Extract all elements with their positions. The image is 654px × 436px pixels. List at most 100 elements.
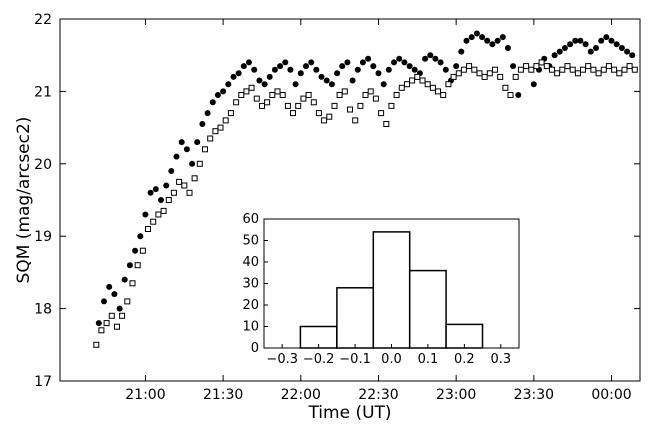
dark-sqm-point xyxy=(391,59,397,66)
dark-sqm-point xyxy=(256,77,263,84)
x-tick-label: 21:00 xyxy=(125,387,165,403)
light-sqm-point xyxy=(512,73,519,80)
light-sqm-point xyxy=(450,73,457,80)
x-tick-label: 21:30 xyxy=(203,387,243,403)
light-sqm-point xyxy=(517,66,524,73)
light-sqm-point xyxy=(331,102,338,109)
inset-axis-ticks xyxy=(264,218,502,349)
histogram-bar xyxy=(408,269,447,349)
dark-sqm-point xyxy=(334,70,341,77)
dark-sqm-point xyxy=(494,37,501,44)
dark-sqm-point xyxy=(308,59,315,66)
dark-sqm-point xyxy=(111,291,118,298)
light-sqm-point xyxy=(455,70,462,77)
light-sqm-point xyxy=(129,280,136,287)
dark-sqm-point xyxy=(510,63,517,70)
light-sqm-point xyxy=(616,70,623,77)
light-sqm-point xyxy=(114,323,120,330)
main-data-marks xyxy=(93,30,638,348)
dark-sqm-point xyxy=(380,81,387,88)
light-sqm-point xyxy=(341,88,348,95)
dark-sqm-point xyxy=(587,48,594,55)
inset-histogram-bars xyxy=(299,231,484,349)
light-sqm-point xyxy=(549,66,555,73)
dark-sqm-point xyxy=(339,63,346,70)
dark-sqm-point xyxy=(271,66,278,73)
dark-sqm-point xyxy=(582,41,589,48)
dark-sqm-point xyxy=(375,70,382,77)
y-tick-label: 22 xyxy=(34,12,52,28)
dark-sqm-point xyxy=(220,88,227,95)
dark-sqm-point xyxy=(349,77,356,84)
light-sqm-point xyxy=(409,77,416,84)
light-sqm-point xyxy=(538,59,545,66)
dark-sqm-point xyxy=(297,70,304,77)
dark-sqm-point xyxy=(95,320,102,327)
dark-sqm-point xyxy=(101,298,107,305)
light-sqm-point xyxy=(269,92,276,98)
light-sqm-point xyxy=(243,88,250,95)
x-axis-label: Time (UT) xyxy=(307,403,391,423)
light-sqm-point xyxy=(165,197,172,203)
light-sqm-point xyxy=(600,66,607,73)
light-sqm-point xyxy=(466,63,473,70)
light-sqm-point xyxy=(347,106,353,113)
dark-sqm-point xyxy=(116,305,123,312)
light-sqm-point xyxy=(352,117,359,124)
dark-sqm-point xyxy=(479,34,486,41)
dark-sqm-point xyxy=(396,55,403,62)
light-sqm-point xyxy=(170,189,177,196)
dark-sqm-point xyxy=(624,48,631,55)
light-sqm-point xyxy=(227,110,234,117)
dark-sqm-point xyxy=(406,63,413,70)
light-sqm-point xyxy=(383,121,390,127)
dark-sqm-point xyxy=(411,66,418,73)
light-sqm-point xyxy=(300,95,307,102)
dark-sqm-point xyxy=(370,63,377,70)
dark-sqm-point xyxy=(551,52,558,59)
y-tick-label: 18 xyxy=(34,302,52,318)
dark-sqm-point xyxy=(318,73,325,80)
light-sqm-point xyxy=(445,81,452,88)
dark-sqm-point xyxy=(473,30,480,37)
light-sqm-point xyxy=(440,92,447,98)
dark-sqm-point xyxy=(147,189,154,196)
light-sqm-point xyxy=(574,70,581,77)
light-sqm-point xyxy=(93,341,100,348)
light-sqm-point xyxy=(362,92,369,98)
dark-sqm-point xyxy=(225,81,232,88)
inset-tick-labels: −0.3 −0.2 −0.1 0.0 0.1 0.2 0.3 0 10 20 30 40 50 60 xyxy=(242,212,511,367)
dark-sqm-point xyxy=(230,73,237,80)
light-sqm-point xyxy=(486,70,493,77)
dark-sqm-point xyxy=(158,197,164,203)
light-sqm-point xyxy=(523,63,530,70)
light-sqm-point xyxy=(528,66,535,73)
light-sqm-point xyxy=(181,182,188,189)
light-sqm-point xyxy=(492,66,498,73)
light-sqm-point xyxy=(160,207,167,214)
light-sqm-point xyxy=(134,262,141,269)
light-sqm-point xyxy=(119,312,126,319)
y-tick-label: 19 xyxy=(34,229,52,245)
light-sqm-point xyxy=(424,81,431,88)
dark-sqm-point xyxy=(142,211,149,218)
dark-sqm-point xyxy=(618,45,625,51)
dark-sqm-point xyxy=(593,45,599,51)
light-sqm-point xyxy=(533,63,540,70)
light-sqm-point xyxy=(233,99,240,106)
light-sqm-point xyxy=(295,102,302,109)
light-sqm-point xyxy=(419,77,426,84)
dark-sqm-point xyxy=(603,34,610,41)
x-tick-label: 22:00 xyxy=(281,387,321,403)
light-sqm-point xyxy=(103,320,110,327)
light-sqm-point xyxy=(393,92,400,98)
light-sqm-point xyxy=(315,110,322,117)
light-sqm-point xyxy=(621,66,628,73)
y-axis-label: SQM (mag/arcsec2) xyxy=(14,117,34,284)
dark-sqm-point xyxy=(613,41,620,48)
light-sqm-point xyxy=(398,84,405,91)
x-tick-label: 22:30 xyxy=(358,387,398,403)
light-sqm-point xyxy=(207,135,214,142)
dark-sqm-point xyxy=(240,63,247,70)
